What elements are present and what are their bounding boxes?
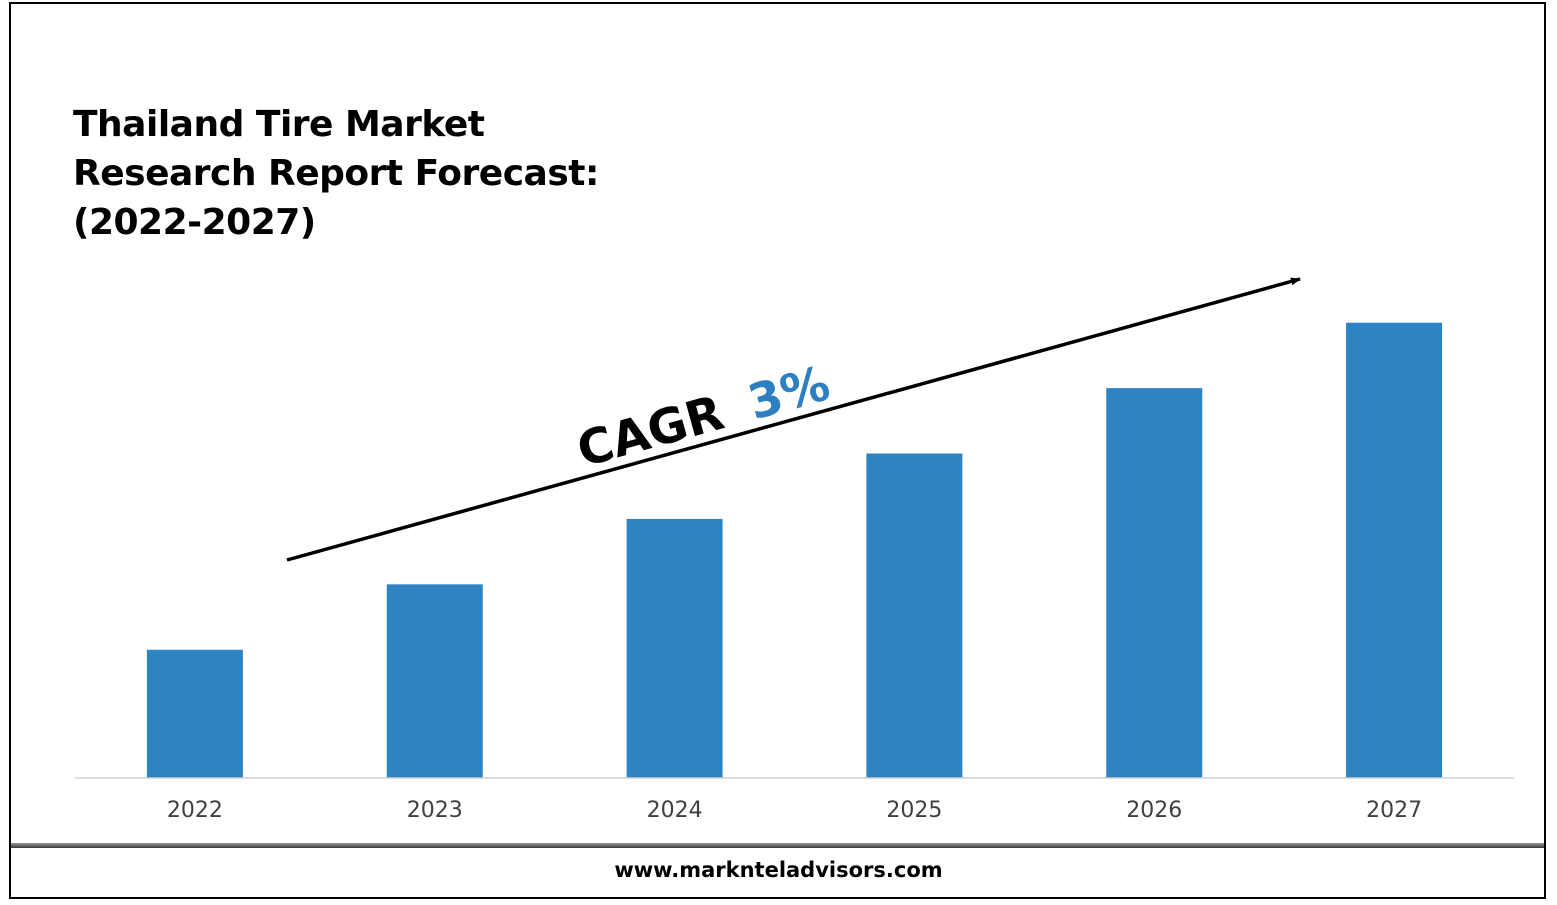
title-line-3: (2022-2027): [73, 202, 316, 243]
footer-url: www.marknteladvisors.com: [614, 858, 943, 882]
x-tick-label-2025: 2025: [886, 798, 942, 823]
chart-frame: [9, 2, 1546, 899]
bar-2026: [1106, 388, 1203, 778]
x-tick-label-2022: 2022: [167, 798, 223, 823]
bar-2023: [386, 584, 483, 778]
cagr-label: CAGR: [571, 385, 729, 479]
cagr-annotation: CAGR 3%: [571, 355, 836, 478]
bars-group: [146, 322, 1443, 778]
bar-2024: [626, 518, 723, 778]
footer-divider: [11, 843, 1544, 848]
trend-arrow: [286, 277, 1301, 562]
x-tick-label-2027: 2027: [1366, 798, 1422, 823]
bar-2022: [146, 649, 243, 778]
x-tick-label-2026: 2026: [1126, 798, 1182, 823]
x-tick-label-2024: 2024: [647, 798, 703, 823]
bar-2025: [866, 453, 963, 778]
title-line-2: Research Report Forecast:: [73, 153, 599, 194]
chart-title: Thailand Tire Market Research Report For…: [73, 100, 633, 247]
cagr-value: 3%: [742, 355, 836, 431]
title-line-1: Thailand Tire Market: [73, 104, 485, 145]
x-tick-label-2023: 2023: [407, 798, 463, 823]
bar-2027: [1346, 322, 1443, 778]
tick-labels-group: 2022 2023 2024 2025 2026 2027: [167, 798, 1422, 823]
